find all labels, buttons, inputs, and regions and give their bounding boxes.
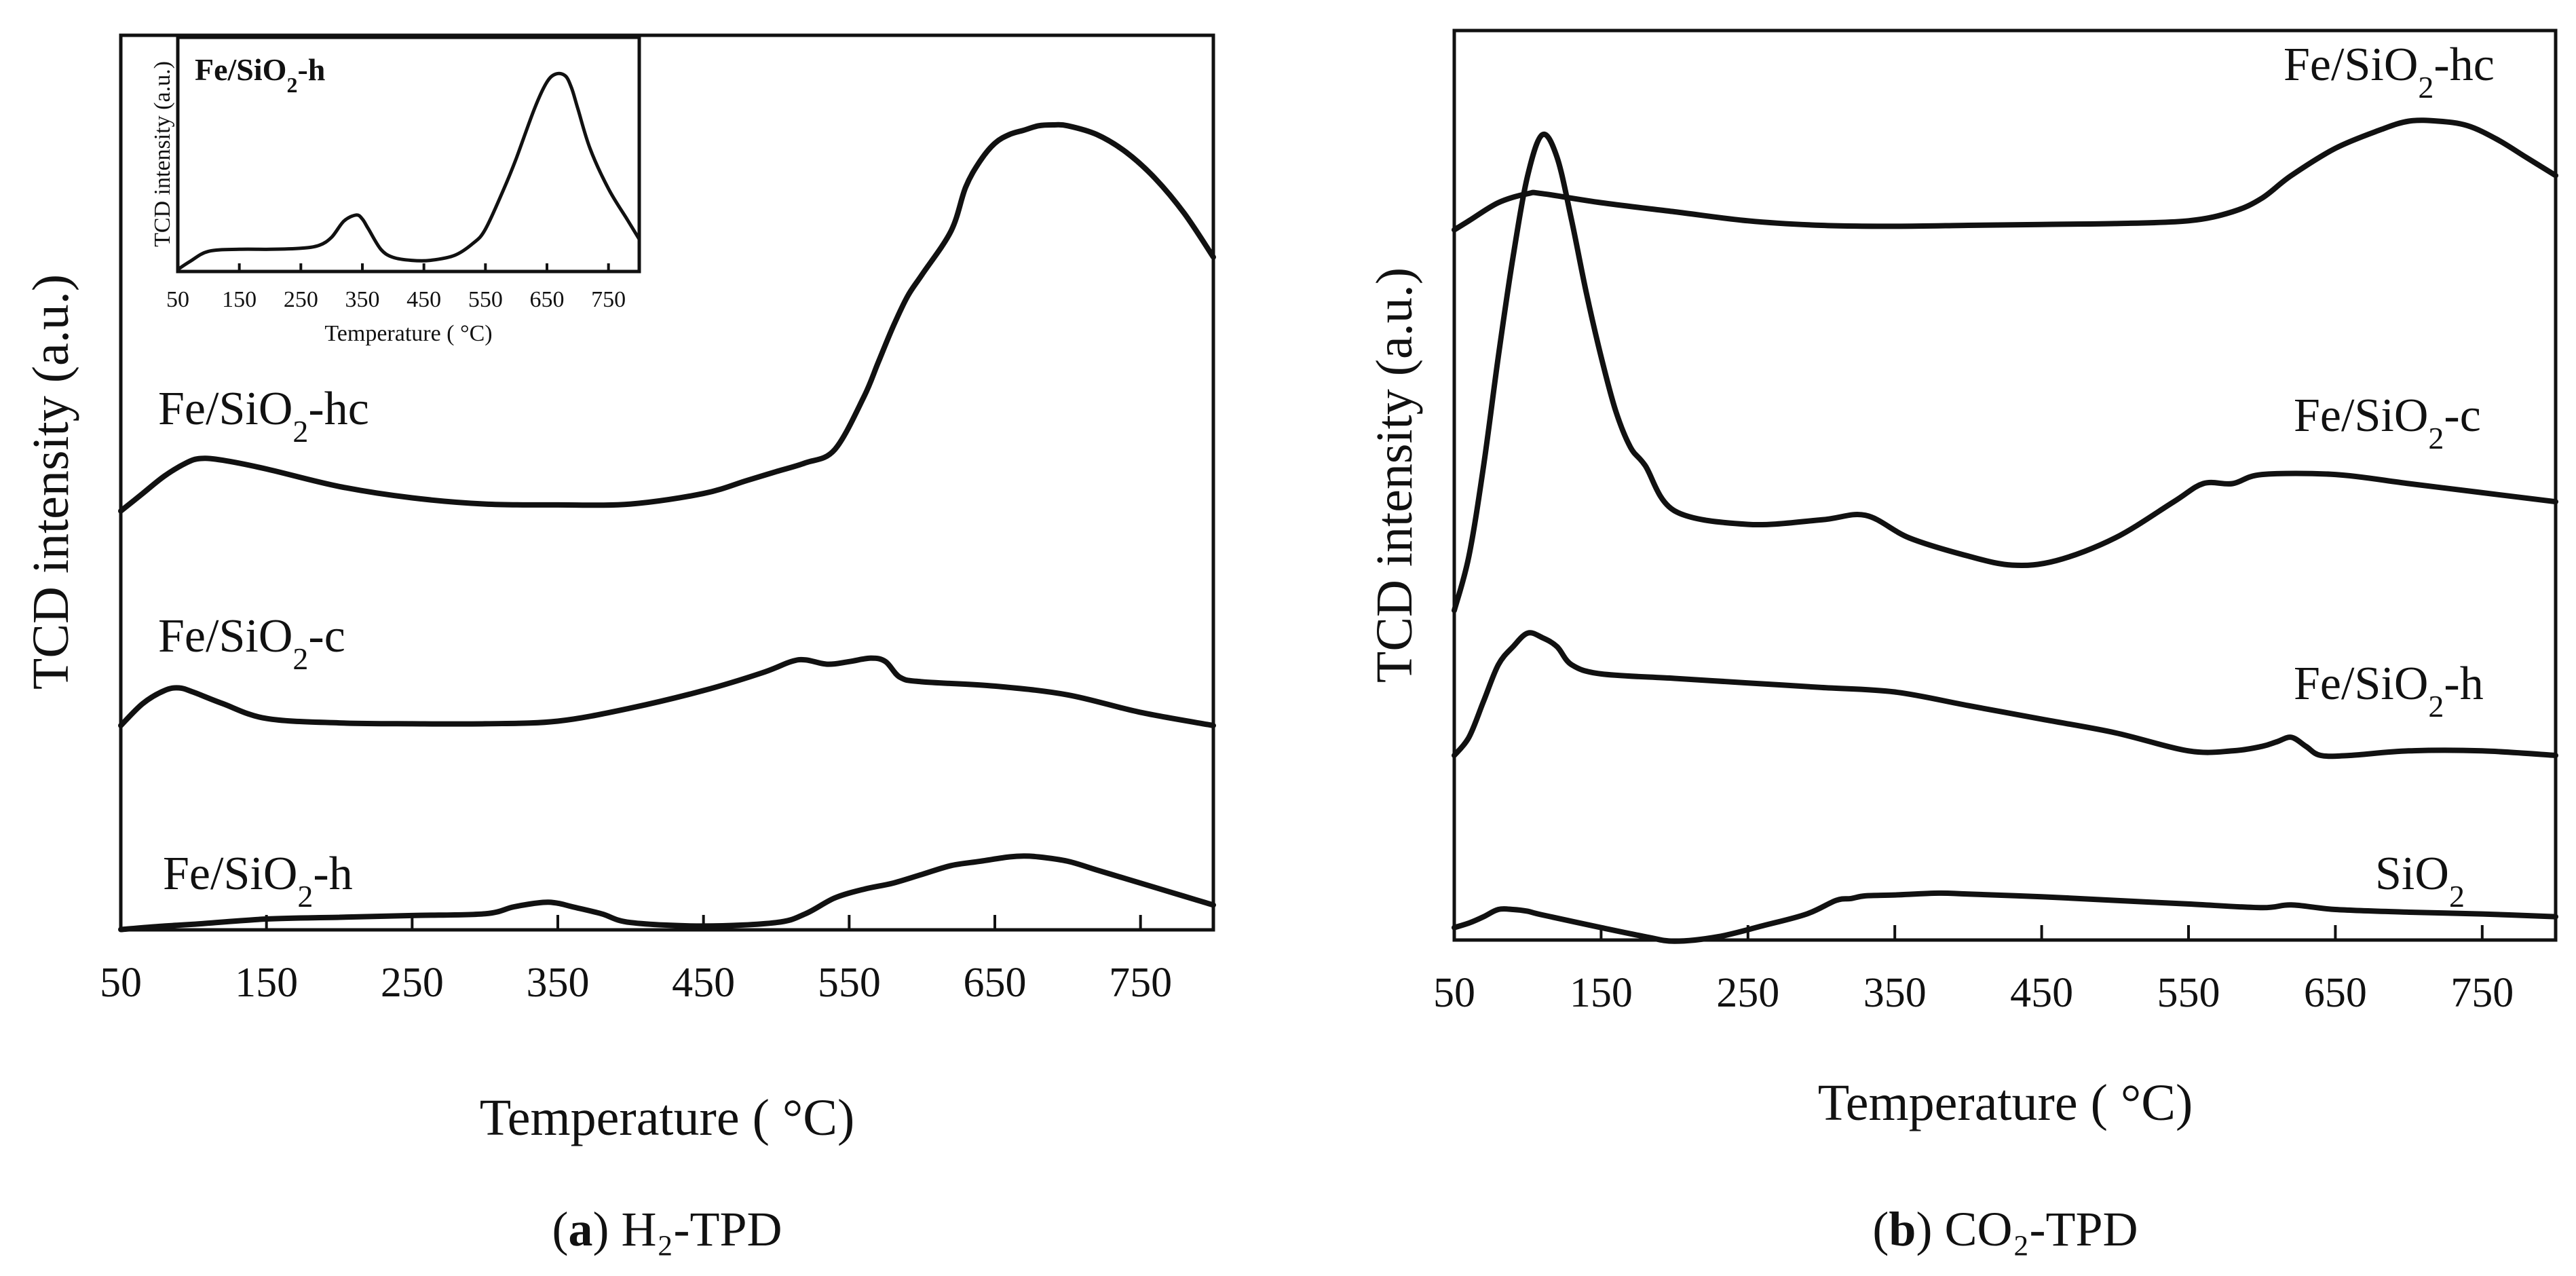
panel-b-subscript: 2 (2449, 879, 2465, 914)
panel-a-x-tick-label-250: 250 (381, 960, 444, 1006)
panel-a-caption-label: a (568, 1202, 592, 1256)
panel-b-x-tick-label-750: 750 (2450, 970, 2514, 1016)
panel-a-subscript: 2 (292, 414, 308, 449)
inset-x-tick-label-550: 550 (468, 287, 503, 312)
panel-b-x-axis-title: Temperature ( °C) (1818, 1074, 2193, 1131)
panel-b-co2-tpd: 50 150 250 350 450 550 650 750 Fe/SiO2-hc Fe/Si… (1366, 29, 2558, 1256)
inset-x-tick-label-250: 250 (284, 287, 318, 312)
panel-b-curve-fe-sio2-c (1452, 131, 2558, 614)
panel-b-plot-frame (1452, 29, 2558, 942)
panel-b-series-label-hc: Fe/SiO2-hc (2284, 39, 2495, 105)
panel-a-curve-fe-sio2-hc (118, 121, 1216, 514)
panel-a-x-tick-labels: 50 150 250 350 450 550 650 750 (100, 960, 1172, 1006)
panel-b-x-tick-label-550: 550 (2157, 970, 2220, 1016)
panel-a-x-tick-label-150: 150 (235, 960, 298, 1006)
panel-a-curves (118, 121, 1216, 933)
panel-b-series-label-h: Fe/SiO2-h (2294, 658, 2484, 724)
panel-a-x-tick-label-450: 450 (672, 960, 735, 1006)
panel-a-x-axis-title: Temperature ( °C) (480, 1089, 855, 1146)
panel-a-h2-tpd: 50 150 250 350 450 550 650 750 Fe/SiO2-hc Fe/Si… (22, 33, 1216, 1256)
panel-b-caption-title: CO₂-TPD (1944, 1202, 2138, 1256)
panel-b-curve-fe-sio2-hc (1452, 117, 2558, 233)
panel-a-inset: 50 150 250 350 450 550 650 750 Fe/SiO2-h TCD in… (150, 35, 641, 346)
panel-b-x-tick-label-150: 150 (1570, 970, 1633, 1016)
panel-b-caption: (b) CO₂-TPD (1872, 1202, 2138, 1256)
panel-a-x-tick-label-750: 750 (1109, 960, 1172, 1006)
panel-a-x-tick-label-650: 650 (964, 960, 1027, 1006)
inset-x-tick-label-50: 50 (166, 287, 189, 312)
panel-b-x-tick-label-450: 450 (2010, 970, 2073, 1016)
panel-b-x-tick-labels: 50 150 250 350 450 550 650 750 (1433, 970, 2514, 1016)
panel-b-subscript: 2 (2428, 421, 2444, 455)
panel-a-plot-frame (119, 33, 1215, 932)
panel-b-series-label-c: Fe/SiO2-c (2294, 390, 2481, 455)
inset-plot-frame (176, 35, 641, 274)
panel-a-series-label-hc: Fe/SiO2-hc (158, 383, 369, 449)
inset-x-tick-label-350: 350 (345, 287, 380, 312)
panel-b-x-tick-label-250: 250 (1716, 970, 1779, 1016)
panel-b-subscript: 2 (2418, 70, 2433, 105)
panel-b-x-tick-label-350: 350 (1863, 970, 1927, 1016)
inset-curve-fe-sio2-h (176, 71, 641, 271)
inset-x-tick-label-150: 150 (222, 287, 257, 312)
panel-a-caption-title: H₂-TPD (621, 1202, 782, 1256)
panel-b-series-label-sio2: SiO2 (2375, 848, 2465, 914)
panel-a-x-tick-label-550: 550 (818, 960, 881, 1006)
panel-a-y-axis-title: TCD intensity (a.u.) (22, 274, 79, 690)
panel-b-curve-fe-sio2-h (1452, 630, 2558, 759)
panel-a-series-label-c: Fe/SiO2-c (158, 610, 345, 676)
panel-b-curve-sio2 (1452, 890, 2558, 944)
panel-b-y-axis-title: TCD intensity (a.u.) (1366, 267, 1423, 683)
inset-x-tick-labels: 50 150 250 350 450 550 650 750 (166, 287, 626, 312)
panel-b-subscript: 2 (2428, 689, 2444, 724)
panel-a-x-tick-label-50: 50 (100, 960, 142, 1006)
inset-x-tick-label-650: 650 (530, 287, 565, 312)
inset-x-tick-label-750: 750 (591, 287, 626, 312)
panel-a-x-tick-label-350: 350 (527, 960, 590, 1006)
panel-a-curve-fe-sio2-h (118, 853, 1216, 933)
panel-b-caption-label: b (1889, 1202, 1916, 1256)
panel-a-subscript: 2 (297, 879, 313, 914)
panel-a-series-label-h: Fe/SiO2-h (163, 848, 353, 914)
panel-b-x-tick-label-50: 50 (1433, 970, 1475, 1016)
panel-a-subscript: 2 (292, 641, 308, 676)
panel-b-x-tick-label-650: 650 (2304, 970, 2367, 1016)
inset-x-tick-label-450: 450 (406, 287, 441, 312)
inset-y-axis-title: TCD intensity (a.u.) (150, 61, 175, 247)
panel-a-curve-fe-sio2-c (118, 655, 1216, 728)
panel-b-curves (1452, 117, 2558, 944)
inset-curve-group (176, 71, 641, 271)
panel-a-caption: (a) H₂-TPD (552, 1202, 782, 1256)
inset-x-axis-title: Temperature ( °C) (324, 321, 492, 346)
inset-subscript: 2 (286, 73, 297, 97)
inset-x-ticks (176, 263, 610, 271)
